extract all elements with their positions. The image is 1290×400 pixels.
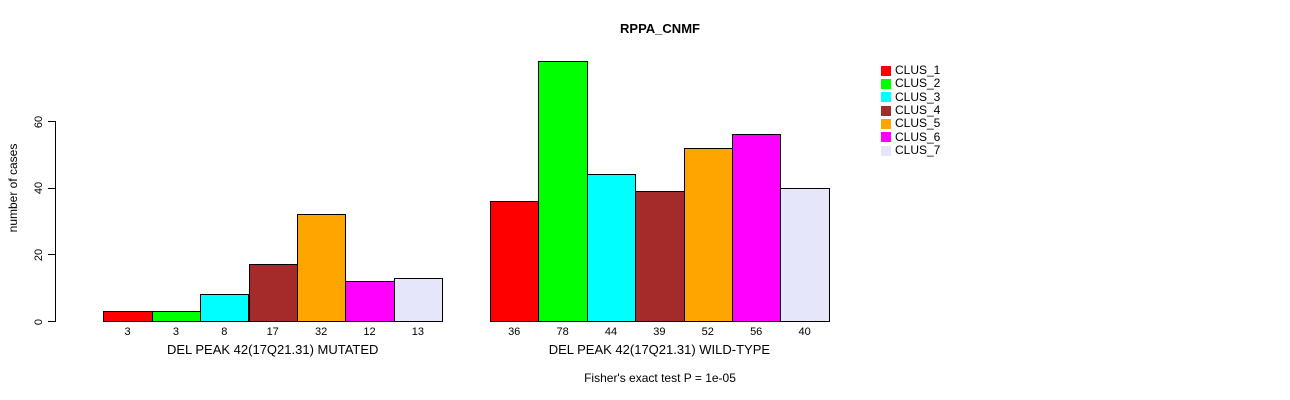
y-axis-tick [48, 321, 55, 322]
legend-label: CLUS_6 [895, 129, 941, 144]
y-axis-tick-label: 20 [33, 248, 45, 261]
bar-value-label: 12 [363, 326, 376, 338]
legend-item: CLUS_5 [881, 117, 940, 130]
legend-label: CLUS_5 [895, 116, 941, 131]
legend-label: CLUS_2 [895, 76, 941, 91]
bar-value-label: 56 [750, 326, 763, 338]
bar-value-label: 32 [314, 326, 328, 338]
legend-swatch [881, 105, 891, 116]
bar-clus_2 [151, 311, 202, 322]
bar-clus_5 [683, 147, 733, 322]
bar-value-label: 40 [798, 326, 811, 338]
bar-value-label: 8 [221, 326, 228, 338]
bar-clus_6 [345, 281, 395, 322]
bar-value-label: 17 [266, 326, 279, 338]
bar-value-label: 13 [411, 326, 425, 338]
y-axis-tick-label: 0 [33, 318, 45, 325]
bar-value-label: 44 [604, 326, 618, 338]
bar-clus_7 [393, 277, 444, 322]
bar-clus_2 [538, 61, 588, 322]
annotation-text: Fisher's exact test P = 1e-05 [584, 371, 736, 385]
y-axis-tick [48, 254, 55, 256]
bar-clus_3 [200, 294, 250, 322]
y-axis-tick-label: 40 [33, 182, 45, 195]
legend-item: CLUS_2 [881, 77, 940, 90]
legend-item: CLUS_7 [881, 144, 940, 157]
legend-swatch [881, 132, 891, 143]
bar-clus_3 [586, 174, 637, 322]
bar-clus_6 [732, 134, 782, 322]
legend-label: CLUS_4 [895, 103, 941, 118]
bar-value-label: 36 [508, 326, 521, 338]
bar-value-label: 39 [653, 326, 666, 338]
chart-title: RPPA_CNMF [620, 21, 700, 36]
legend-swatch [881, 65, 891, 76]
bar-value-label: 78 [556, 326, 569, 338]
legend-swatch [881, 92, 891, 103]
y-axis-label: number of cases [6, 143, 20, 233]
legend-label: CLUS_1 [895, 63, 941, 77]
y-axis-line [55, 121, 56, 322]
bar-clus_5 [296, 214, 347, 322]
bar-clus_4 [248, 264, 298, 322]
legend-swatch [881, 145, 891, 156]
bar-value-label: 52 [701, 326, 714, 338]
legend-label: CLUS_7 [895, 143, 941, 158]
legend-item: CLUS_6 [881, 129, 941, 144]
x-axis-group-label: DEL PEAK 42(17Q21.31) WILD-TYPE [548, 342, 771, 357]
bar-value-label: 3 [172, 326, 179, 338]
legend-label: CLUS_3 [895, 89, 941, 104]
legend-swatch [881, 78, 891, 89]
y-axis-tick [48, 121, 55, 122]
bar-clus_1 [103, 311, 153, 322]
y-axis-tick-label: 60 [33, 115, 45, 128]
legend-item: CLUS_1 [881, 64, 940, 77]
y-axis-tick [48, 187, 55, 189]
legend-item: CLUS_4 [881, 104, 940, 117]
bar-value-label: 3 [124, 326, 131, 338]
x-axis-group-label: DEL PEAK 42(17Q21.31) MUTATED [166, 342, 379, 357]
bar-clus_7 [780, 187, 830, 322]
bar-clus_4 [635, 191, 685, 322]
legend-swatch [881, 118, 891, 129]
bar-clus_1 [490, 201, 540, 322]
legend-item: CLUS_3 [881, 89, 941, 104]
